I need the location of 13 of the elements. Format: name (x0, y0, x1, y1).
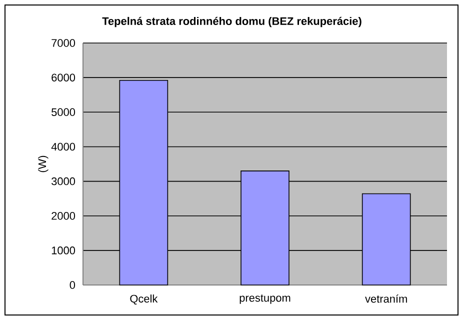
x-tick-label: Qcelk (130, 294, 158, 305)
y-tick-label: 6000 (52, 74, 76, 82)
y-axis-title: (W) (38, 156, 48, 172)
y-tick-label: 1000 (52, 246, 76, 254)
y-tick-label: 5000 (52, 108, 76, 116)
y-tick-label: 2000 (52, 212, 76, 220)
y-tick-label: 4000 (51, 142, 76, 151)
y-tick-label: 0 (70, 281, 76, 289)
chart-title: Tepelná strata rodinného domu (BEZ rekuperácie) (102, 16, 362, 28)
x-tick-label: vetraním (365, 294, 407, 303)
x-tick-label: prestupom (240, 294, 290, 304)
y-tick-label: 7000 (52, 39, 76, 47)
y-tick-label: 3000 (52, 177, 76, 186)
